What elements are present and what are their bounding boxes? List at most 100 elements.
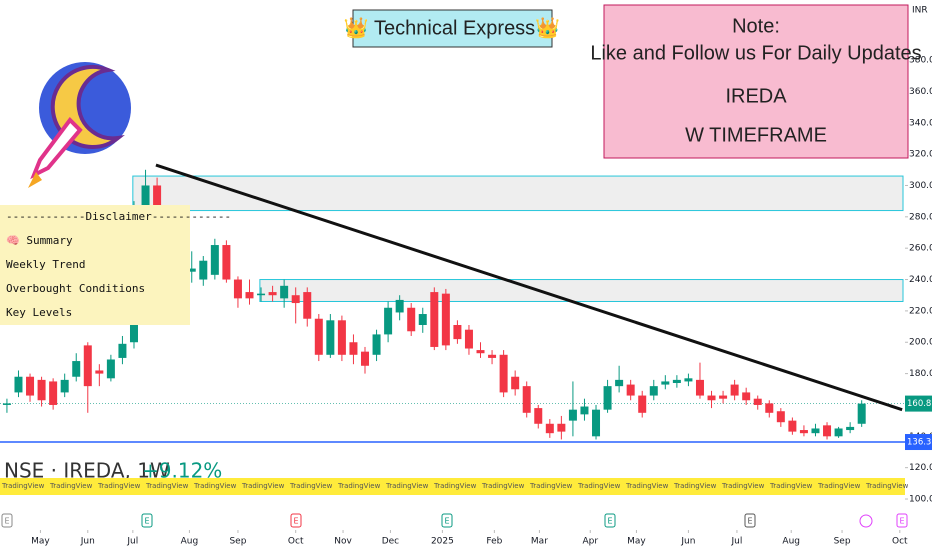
disclaimer-line: Key Levels	[6, 306, 72, 319]
candle-body	[799, 430, 808, 434]
candle-body	[291, 295, 300, 304]
watermark: TradingView	[481, 482, 525, 490]
note-line: W TIMEFRAME	[685, 124, 827, 146]
x-tick-label: Jul	[126, 537, 138, 547]
candle-body	[395, 299, 404, 313]
y-tick-label: 380.00	[909, 56, 932, 66]
y-tick-label: 180.00	[909, 369, 932, 379]
event-label: E	[293, 517, 298, 526]
candle-body	[245, 292, 254, 299]
candle-body	[615, 379, 624, 387]
y-tick-label: 360.00	[909, 87, 932, 97]
candle-body	[742, 392, 751, 401]
x-tick-label: Nov	[334, 537, 352, 547]
x-tick-label: Sep	[229, 537, 246, 547]
zone	[132, 175, 904, 212]
candle-body	[60, 379, 69, 393]
candle-body	[280, 285, 289, 299]
candle-body	[372, 334, 381, 355]
disclaimer: ------------Disclaimer------------ 🧠 Summ…	[6, 210, 231, 319]
candle-body	[857, 403, 866, 424]
event-marker	[1, 513, 13, 528]
y-tick-label: 280.00	[909, 212, 932, 222]
split-marker	[859, 514, 873, 528]
y-tick-label: 240.00	[909, 275, 932, 285]
disclaimer-box	[0, 205, 190, 325]
watermark: TradingView	[577, 482, 621, 490]
x-tick-label: May	[31, 537, 50, 547]
disclaimer-line: 🧠 Summary	[6, 234, 73, 247]
note-line: Note:	[732, 15, 780, 37]
candle-body	[118, 343, 127, 358]
overlay: 160.87 136.36 TradingView TradingView Tradin…	[1, 395, 932, 528]
x-tick-label: Jun	[80, 537, 95, 547]
last-price-label: 160.87	[907, 399, 932, 409]
candle-body	[210, 245, 219, 275]
y-tick-label: 300.00	[909, 181, 932, 191]
candle-body	[823, 425, 832, 437]
candle-body	[303, 292, 312, 319]
x-tick-label: 2025	[431, 537, 454, 547]
support-label: 136.36	[907, 438, 932, 448]
candle-body	[418, 314, 427, 326]
candle-body	[603, 386, 612, 410]
candle-body	[430, 292, 439, 347]
candle-body	[719, 395, 728, 399]
currency: INR	[912, 6, 928, 16]
y-tick-label: 120.00	[909, 463, 932, 473]
candle-body	[37, 379, 46, 401]
x-tick-label: Oct	[288, 537, 304, 547]
candle-body	[592, 409, 601, 437]
event-label: E	[144, 517, 149, 526]
candle-body	[488, 354, 497, 358]
trendline	[155, 163, 903, 412]
candle-body	[268, 292, 277, 296]
event-label: E	[4, 517, 9, 526]
candle-body	[580, 406, 589, 415]
watermark: TradingView	[673, 482, 717, 490]
x-tick-label: Dec	[382, 537, 399, 547]
candle-body	[49, 381, 58, 405]
disclaimer-line: Weekly Trend	[6, 258, 85, 271]
x-tick-label: Mar	[531, 537, 548, 547]
x-tick-label: Aug	[181, 537, 199, 547]
candle-body	[545, 423, 554, 434]
watermark: TradingView	[1, 482, 45, 490]
y-tick-label: 320.00	[909, 150, 932, 160]
candle-body	[453, 325, 462, 340]
event-marker	[896, 513, 908, 528]
watermark: TradingView	[625, 482, 669, 490]
candle-body	[811, 428, 820, 434]
event-marker	[441, 513, 453, 528]
candle-body	[233, 279, 242, 299]
candle-body	[199, 260, 208, 280]
candle-body	[2, 403, 11, 405]
candle-body	[106, 359, 115, 379]
candle-body	[361, 351, 370, 366]
candle-body	[499, 354, 508, 393]
candle-body	[83, 345, 92, 387]
x-tick-label: Aug	[782, 537, 800, 547]
candle-body	[638, 395, 647, 413]
candle-body	[568, 409, 577, 421]
candle-body	[314, 318, 323, 355]
x-tick-label: Feb	[486, 537, 502, 547]
candle-body	[522, 386, 531, 413]
candle-body	[753, 398, 762, 405]
candle-body	[684, 378, 693, 382]
x-tick-label: Oct	[892, 537, 908, 547]
disclaimer-line: Overbought Conditions	[6, 282, 145, 295]
candle-body	[26, 376, 35, 396]
candle-body	[765, 403, 774, 413]
candle-body	[511, 376, 520, 390]
candle-body	[407, 307, 416, 332]
y-tick-label: 260.00	[909, 244, 932, 254]
candle-body	[557, 423, 566, 432]
candle-body	[834, 428, 843, 437]
watermark: TradingView	[817, 482, 861, 490]
disclaimer-line: ------------Disclaimer------------	[6, 210, 231, 223]
candle-body	[14, 376, 23, 393]
y-tick-label: 340.00	[909, 118, 932, 128]
watermark: TradingView	[433, 482, 477, 490]
x-tick-label: Jun	[680, 537, 695, 547]
